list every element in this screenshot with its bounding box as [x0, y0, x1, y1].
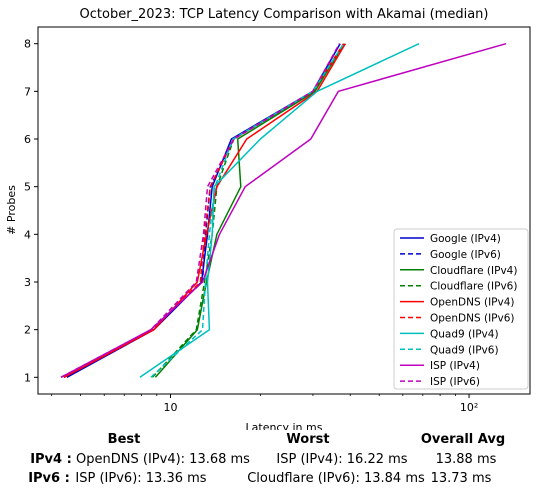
ipv6-avg: 13.73 ms: [430, 471, 492, 486]
ipv6-best: ISP (IPv6): 13.36 ms: [75, 471, 207, 486]
legend-label-quad9-ipv4: Quad9 (IPv4): [430, 328, 499, 340]
series-line-google-ipv4: [66, 43, 341, 378]
legend-label-opendns-ipv4: OpenDNS (IPv4): [430, 297, 515, 309]
legend-label-cloudflare-ipv4: Cloudflare (IPv4): [430, 265, 517, 277]
series-line-isp-ipv6: [60, 43, 341, 378]
ipv6-worst: Cloudflare (IPv6): 13.84 ms: [247, 471, 425, 486]
series-line-quad9-ipv4: [139, 43, 420, 378]
legend-label-cloudflare-ipv6: Cloudflare (IPv6): [430, 281, 517, 293]
axis-ticks: 1 2 3 4 5 6 7 8 10 10²: [24, 38, 478, 414]
series-line-cloudflare-ipv6: [151, 43, 346, 378]
series-line-cloudflare-ipv4: [154, 43, 345, 378]
ipv4-worst: ISP (IPv4): 16.22 ms: [276, 452, 408, 467]
y-axis-label: # Probes: [5, 185, 18, 235]
legend-label-quad9-ipv6: Quad9 (IPv6): [430, 344, 499, 356]
series-line-opendns-ipv6: [63, 43, 345, 378]
ipv4-avg: 13.88 ms: [435, 452, 497, 467]
legend-label-isp-ipv6: ISP (IPv6): [430, 376, 480, 388]
overall-avg-header: Overall Avg: [420, 432, 506, 447]
ipv4-best: OpenDNS (IPv4): 13.68 ms: [76, 452, 250, 467]
plot-area-frame: [37, 26, 531, 395]
y-tick-label: 5: [24, 181, 31, 194]
y-tick-label: 3: [24, 276, 31, 289]
legend: Google (IPv4) Google (IPv6) Cloudflare (IP…: [393, 228, 529, 390]
x-tick-label: 10²: [460, 401, 478, 414]
worst-header: Worst: [286, 432, 330, 447]
y-tick-label: 8: [24, 38, 31, 51]
ipv6-row-label: IPv6 :: [28, 471, 70, 486]
legend-label-google-ipv6: Google (IPv6): [430, 249, 501, 261]
legend-label-opendns-ipv6: OpenDNS (IPv6): [430, 313, 515, 325]
ipv4-row-label: IPv4 :: [30, 452, 72, 467]
series-lines: [60, 42, 507, 378]
chart-title: October_2023: TCP Latency Comparison wit…: [80, 7, 489, 22]
series-line-opendns-ipv4: [63, 43, 346, 378]
best-header: Best: [107, 432, 141, 447]
summary-table: Best Worst Overall Avg IPv4 : OpenDNS (I…: [0, 430, 541, 494]
x-axis-label: Latency in ms: [246, 421, 323, 430]
legend-label-google-ipv4: Google (IPv4): [430, 233, 501, 245]
y-tick-label: 2: [24, 324, 31, 337]
y-tick-label: 6: [24, 133, 31, 146]
y-tick-label: 7: [24, 85, 31, 98]
y-tick-label: 1: [24, 371, 31, 384]
legend-label-isp-ipv4: ISP (IPv4): [430, 360, 480, 372]
legend-box: [393, 228, 529, 390]
latency-chart: October_2023: TCP Latency Comparison wit…: [5, 7, 531, 430]
y-tick-label: 4: [24, 228, 31, 241]
x-tick-label: 10: [163, 401, 177, 414]
